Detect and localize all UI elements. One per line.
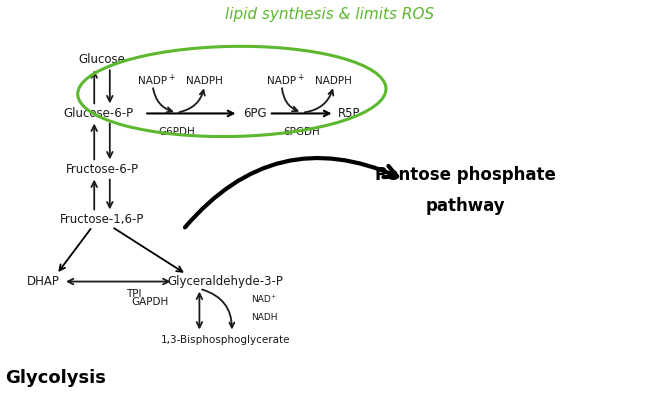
Text: NADH: NADH	[251, 313, 278, 322]
Text: +: +	[297, 73, 304, 82]
Text: +: +	[271, 294, 276, 299]
Text: TPI: TPI	[126, 289, 141, 299]
Text: Glucose: Glucose	[79, 53, 125, 66]
Text: NADPH: NADPH	[316, 77, 352, 86]
Text: Fructose-1,6-P: Fructose-1,6-P	[60, 213, 144, 226]
Text: 1,3-Bisphosphoglycerate: 1,3-Bisphosphoglycerate	[160, 334, 290, 345]
Text: NADPH: NADPH	[186, 77, 223, 86]
Text: R5P: R5P	[338, 107, 360, 120]
Text: Fructose-6-P: Fructose-6-P	[65, 163, 139, 176]
Text: NAD: NAD	[251, 295, 271, 304]
Text: Glycolysis: Glycolysis	[5, 369, 106, 386]
Text: +: +	[168, 73, 175, 82]
Text: Pentose phosphate: Pentose phosphate	[375, 166, 556, 185]
Text: 6PG: 6PG	[243, 107, 267, 120]
Text: pathway: pathway	[426, 197, 505, 214]
Text: NADP: NADP	[267, 77, 297, 86]
Text: Glyceraldehyde-3-P: Glyceraldehyde-3-P	[168, 275, 284, 288]
Text: 6PGDH: 6PGDH	[284, 127, 320, 137]
Text: G6PDH: G6PDH	[158, 127, 195, 137]
Text: lipid synthesis & limits ROS: lipid synthesis & limits ROS	[226, 7, 434, 23]
Text: DHAP: DHAP	[27, 275, 60, 288]
Text: GAPDH: GAPDH	[132, 297, 169, 307]
Text: NADP: NADP	[138, 77, 167, 86]
Text: Glucose-6-P: Glucose-6-P	[64, 107, 134, 120]
